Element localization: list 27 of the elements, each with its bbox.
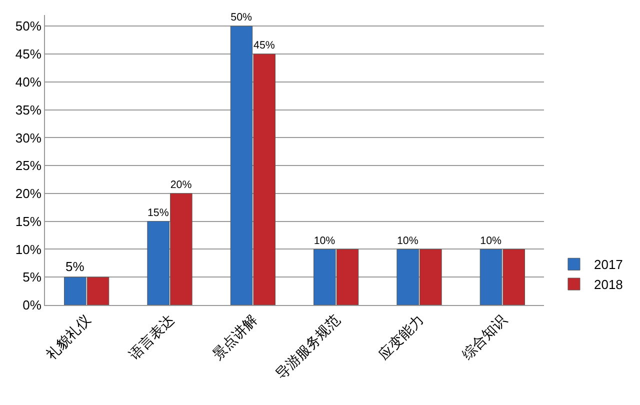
y-tick-label: 30% — [15, 130, 42, 146]
x-tick-label: 礼貌礼仪 — [43, 312, 94, 364]
y-tick-label: 25% — [15, 158, 42, 174]
data-label: 20% — [170, 178, 192, 191]
y-tick-label: 45% — [15, 46, 42, 62]
x-tick-label: 导游服务规范 — [273, 312, 344, 383]
legend-label: 2017 — [594, 257, 623, 272]
y-tick-label: 0% — [22, 298, 42, 313]
y-tick-label: 40% — [15, 74, 42, 90]
data-label: 45% — [254, 40, 276, 52]
y-tick-label: 5% — [22, 270, 42, 285]
data-label: 50% — [230, 12, 252, 24]
x-tick-label: 语言表达 — [126, 312, 178, 364]
data-label: 10% — [314, 234, 336, 247]
data-label: 10% — [396, 234, 419, 247]
y-tick-label: 35% — [15, 102, 42, 118]
legend-label: 2018 — [594, 277, 623, 292]
y-tick-label: 10% — [15, 242, 42, 257]
x-tick-label: 景点讲解 — [210, 312, 261, 364]
data-label: 10% — [480, 234, 502, 247]
x-tick-label: 应变能力 — [376, 312, 428, 364]
y-tick-label: 15% — [15, 214, 42, 229]
data-label: 15% — [147, 206, 170, 219]
data-label: 5% — [66, 259, 85, 274]
x-tick-label: 综合知识 — [459, 312, 510, 364]
y-tick-label: 50% — [15, 18, 42, 34]
y-tick-label: 20% — [15, 186, 42, 202]
